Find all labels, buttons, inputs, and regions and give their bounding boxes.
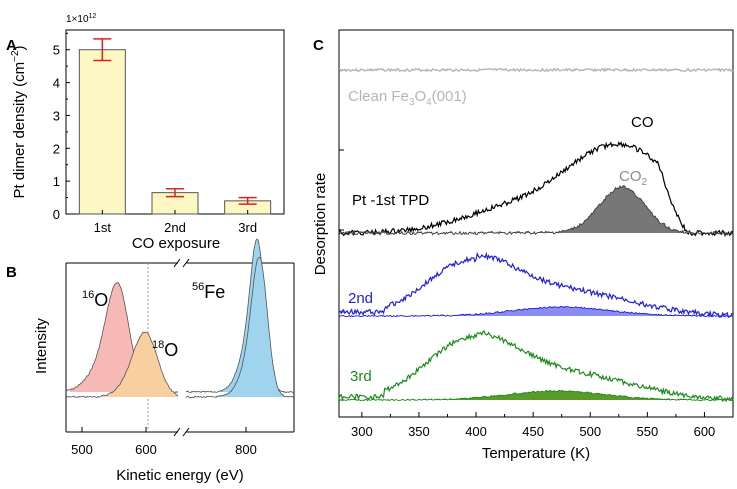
curve-3rd-co2 [338,389,734,402]
peak-label-16o: 16O [82,289,108,310]
curve-3rd-co2-fill [339,390,733,400]
a-yticklabel-5: 5 [53,43,60,58]
a-yticklabel-4: 4 [53,76,60,91]
a-xticklabel-1st: 1st [94,220,112,235]
curve-2nd-co2 [338,305,734,318]
a-yticklabel-3: 3 [53,108,60,123]
b-ticklabel-800: 800 [235,442,257,457]
panel-c-curves [338,67,734,403]
panel-label-a: A [6,37,17,54]
curve-2nd [338,251,734,319]
a-xticklabel-2nd: 2nd [164,220,186,235]
curve-3rd [338,330,734,403]
a-yticklabel-0: 0 [53,207,60,222]
panel-label-b: B [6,264,17,281]
c-xticklabel-450: 450 [522,424,544,439]
spectrum-18o-line [65,331,179,399]
c-xticklabel-550: 550 [636,424,658,439]
series-label-2nd: 2nd [348,290,373,307]
panel-c-chart: 300 350 400 450 500 550 600 Clean Fe3O4(001) C… [312,29,734,462]
axis-break-top-2 [182,258,190,268]
spectrum-56fe-upper-fill [186,239,292,393]
panel-a-y-ticks: 0 1 2 3 4 5 [53,32,70,222]
panel-c-xlabel: Temperature (K) [482,445,590,462]
scale-label: 1×1012 [66,13,96,25]
curve-co [338,141,734,238]
a-yticklabel-2: 2 [53,141,60,156]
a-xticklabel-3rd: 3rd [238,220,257,235]
panel-c-ylabel: Desorption rate [312,173,329,276]
peak-label-56fe: 56Fe [192,281,225,302]
series-label-pt-1st: Pt -1st TPD [352,192,429,209]
curve-co2-fill [339,185,733,233]
panel-b-ylabel: Intensity [33,318,50,374]
panel-a-xlabel: CO exposure [132,235,220,252]
spectrum-56fe-lower-line [185,256,295,399]
panel-a-ylabel: Pt dimer density (cm−2) [10,45,28,198]
c-xticklabel-350: 350 [408,424,430,439]
series-label-co2: CO2 [619,168,648,188]
axis-break-bottom-1 [173,427,181,437]
bar-1st [78,49,126,215]
c-xticklabel-500: 500 [579,424,601,439]
axis-break-top-1 [173,258,181,268]
panel-b-spectra [65,238,295,399]
c-xticklabel-300: 300 [351,424,373,439]
series-label-co: CO [631,114,654,131]
series-label-3rd: 3rd [350,368,372,385]
series-label-clean: Clean Fe3O4(001) [348,88,467,108]
c-xticklabel-600: 600 [694,424,716,439]
b-ticklabel-500: 500 [71,442,93,457]
spectrum-16o-fill [70,282,176,393]
c-xticklabel-400: 400 [465,424,487,439]
axis-break-bottom-2 [182,427,190,437]
a-yticklabel-1: 1 [53,174,60,189]
panel-b-chart: 500 600 800 16O 18O 56Fe Intensity Kinet… [33,238,295,484]
panel-a-chart: 1×1012 0 1 2 3 4 5 1st 2nd 3rd Pt dimer density… [10,13,285,252]
peak-label-18o: 18O [152,339,178,360]
spectrum-18o-fill [96,332,178,398]
panel-c-axes [338,29,734,418]
curve-clean [338,67,734,73]
panel-a-bars: 1st 2nd 3rd [78,38,272,235]
panel-c-x-ticks: 300 350 400 450 500 550 600 [351,412,734,439]
b-ticklabel-600: 600 [135,442,157,457]
spectrum-56fe-lower-fill [186,257,292,398]
curve-co2 [338,185,734,236]
panel-label-c: C [313,37,324,54]
panel-b-xlabel: Kinetic energy (eV) [116,467,244,484]
